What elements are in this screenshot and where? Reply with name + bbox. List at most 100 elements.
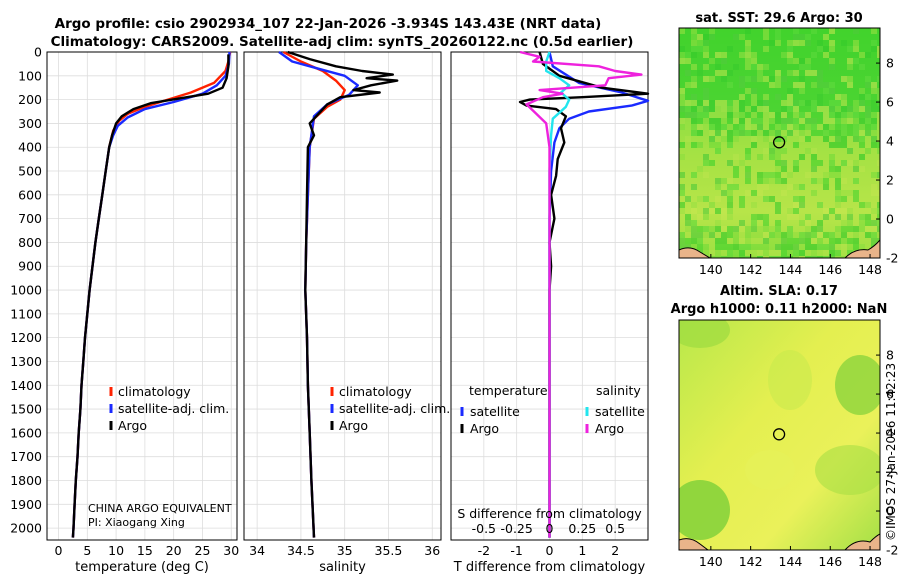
figure-title-line2: Climatology: CARS2009. Satellite-adj cli… [51, 34, 634, 50]
map-x-tick-label: 148 [858, 262, 882, 277]
x-tick-label: 36 [424, 543, 440, 558]
plot-border [243, 51, 442, 541]
legend-label: Argo [595, 421, 624, 436]
map-x-tick-label: 148 [858, 554, 882, 569]
sla-map-field [679, 320, 880, 550]
map-y-tick-label: 4 [886, 426, 894, 441]
x-axis-label: temperature (deg C) [75, 560, 209, 575]
series-line-s-argo [519, 50, 643, 538]
map-y-tick-label: 2 [886, 465, 894, 480]
x-tick-label: 35.5 [375, 543, 403, 558]
s-difference-tick-label: -0.5 [472, 521, 496, 536]
x-tick-label: 35 [337, 543, 353, 558]
y-tick-label: 1700 [10, 449, 42, 464]
x-tick-label: 5 [83, 543, 91, 558]
sst-map-frame [678, 27, 881, 259]
y-tick-label: 200 [18, 92, 42, 107]
s-difference-axis-label: S difference from climatology [457, 506, 642, 521]
sla-map-frame [678, 319, 881, 551]
legend-title-temperature: temperature [469, 383, 548, 398]
map-x-tick-label: 146 [818, 262, 842, 277]
map-y-tick-label: -2 [886, 251, 898, 266]
y-tick-label: 1000 [10, 283, 42, 298]
copyright-timestamp: ©IMOS 27-Jan-2026 11:42:23 [884, 363, 898, 541]
sla-float-marker [772, 428, 786, 441]
s-difference-tick-label: 0.5 [605, 521, 625, 536]
y-tick-label: 600 [18, 187, 42, 202]
y-tick-label: 700 [18, 211, 42, 226]
x-tick-label: 30 [223, 543, 239, 558]
sla-map-subtitle: Argo h1000: 0.11 h2000: NaN [671, 302, 888, 317]
legend-label: Argo [118, 418, 147, 433]
x-tick-label: -1 [510, 543, 522, 558]
sst-map-title: sat. SST: 29.6 Argo: 30 [695, 11, 862, 26]
sla-map-title: Altim. SLA: 0.17 [720, 284, 838, 299]
map-y-tick-label: 6 [886, 95, 894, 110]
legend-label: satellite-adj. clim. [118, 401, 229, 416]
figure-title-line1: Argo profile: csio 2902934_107 22-Jan-20… [55, 16, 602, 32]
plot-frame [46, 51, 238, 541]
x-tick-label: 0 [546, 543, 554, 558]
y-tick-label: 800 [18, 235, 42, 250]
legend-label: satellite [470, 404, 520, 419]
legend-label: climatology [339, 384, 412, 399]
y-tick-label: 900 [18, 259, 42, 274]
x-tick-label: 20 [166, 543, 182, 558]
y-tick-label: 1200 [10, 330, 42, 345]
y-tick-label: 400 [18, 140, 42, 155]
sst-map-field [679, 28, 880, 258]
map-y-tick-label: 2 [886, 173, 894, 188]
y-tick-label: 2000 [10, 521, 42, 536]
map-y-tick-label: 8 [886, 348, 894, 363]
map-x-tick-label: 146 [818, 554, 842, 569]
x-tick-label: -2 [478, 543, 490, 558]
x-tick-label: 1 [578, 543, 586, 558]
legend-label: satellite-adj. clim. [339, 401, 450, 416]
y-tick-label: 1100 [10, 306, 42, 321]
y-tick-label: 500 [18, 164, 42, 179]
legend-label: climatology [118, 384, 191, 399]
y-tick-label: 1500 [10, 402, 42, 417]
map-x-tick-label: 144 [779, 262, 803, 277]
y-tick-label: 1900 [10, 497, 42, 512]
institution-credit: CHINA ARGO EQUIVALENT [88, 502, 232, 515]
temperature-panel: 0 100 200 300 400 500 600 700 800 900 1000 1100 1200… [10, 45, 239, 576]
sst-float-marker [772, 136, 786, 149]
x-tick-label: 34.5 [287, 543, 315, 558]
series-line-argo [71, 54, 230, 538]
map-x-tick-label: 142 [739, 554, 763, 569]
y-tick-label: 1800 [10, 473, 42, 488]
salinity-panel: 34 34.5 35 35.5 36 salinity climatology satelli… [243, 50, 450, 575]
x-axis-label: T difference from climatology [453, 560, 646, 575]
map-y-tick-label: -2 [886, 543, 898, 558]
legend-label: Argo [470, 421, 499, 436]
y-tick-label: 1300 [10, 354, 42, 369]
y-tick-label: 0 [34, 45, 42, 60]
x-tick-label: 2 [611, 543, 619, 558]
y-tick-label: 100 [18, 68, 42, 83]
map-y-tick-label: 8 [886, 56, 894, 71]
series-line-argo [287, 50, 399, 538]
y-tick-label: 1400 [10, 378, 42, 393]
map-x-tick-label: 140 [699, 262, 723, 277]
y-tick-label: 1600 [10, 425, 42, 440]
x-tick-label: 34 [249, 543, 265, 558]
pi-credit: PI: Xiaogang Xing [88, 516, 185, 529]
map-y-tick-label: 0 [886, 212, 894, 227]
map-x-tick-label: 140 [699, 554, 723, 569]
legend-label: satellite [595, 404, 645, 419]
map-y-tick-label: 4 [886, 134, 894, 149]
legend-title-salinity: salinity [596, 383, 641, 398]
map-x-tick-label: 144 [779, 554, 803, 569]
plot-border [46, 51, 238, 541]
map-y-tick-label: 6 [886, 387, 894, 402]
difference-panel: -2 -1 0 1 2 T difference from climatology temp… [450, 50, 650, 575]
map-x-tick-label: 142 [739, 262, 763, 277]
s-difference-tick-label: 0.25 [568, 521, 596, 536]
sst-map-axes: 140 142 144 146 148 -2 0 2 4 6 8 [699, 56, 899, 277]
y-tick-label: 300 [18, 116, 42, 131]
s-difference-tick-label: 0 [546, 521, 554, 536]
x-axis-label: salinity [319, 560, 366, 575]
plot-frame [243, 51, 442, 541]
